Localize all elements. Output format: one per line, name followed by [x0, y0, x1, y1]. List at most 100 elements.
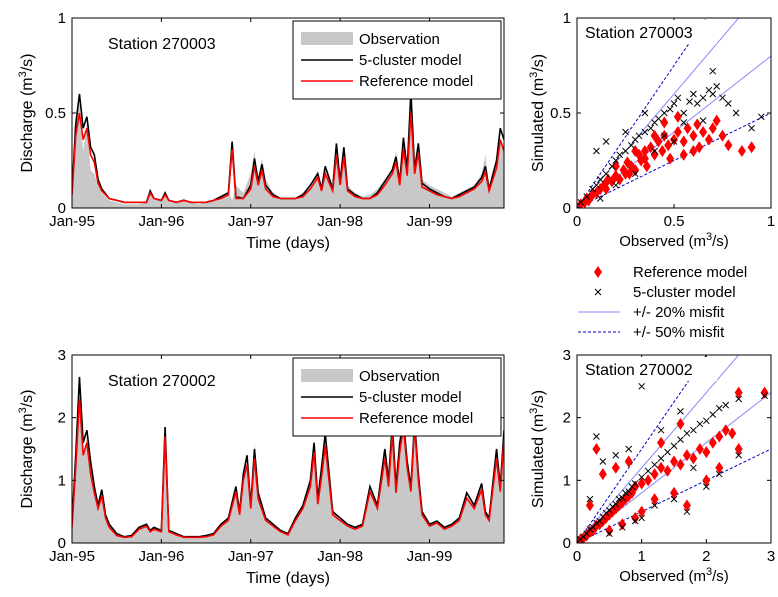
reference-point	[728, 427, 737, 440]
y-tick-label: 2	[58, 410, 66, 427]
cluster-point	[657, 455, 665, 462]
reference-point	[640, 152, 649, 165]
reference-point	[577, 198, 585, 208]
y-tick-label: 3	[563, 347, 571, 364]
plot-area	[577, 18, 771, 208]
cluster-point	[674, 94, 682, 102]
cluster-point	[670, 100, 678, 107]
cluster-point	[748, 124, 755, 132]
y-axis-label: Simulated (m3/s)	[528, 54, 547, 172]
legend: Observation 5-cluster model Reference mode…	[292, 20, 502, 100]
reference-point	[693, 118, 702, 131]
reference-point	[683, 122, 692, 135]
reference-point	[695, 141, 704, 154]
reference-model-line	[72, 112, 504, 204]
cluster-point	[596, 517, 603, 525]
cluster-point	[696, 420, 704, 428]
cluster-point	[589, 523, 597, 531]
cluster-point	[612, 500, 620, 508]
reference-point	[660, 116, 669, 129]
reference-point	[663, 464, 672, 477]
cluster-point	[583, 193, 591, 200]
x-axis-label: Time (days)	[246, 235, 330, 252]
legend-label: 5-cluster model	[359, 52, 462, 69]
station-label-bg	[579, 20, 717, 44]
reference-point	[631, 164, 640, 176]
cluster-point	[631, 170, 639, 178]
cluster-point	[625, 488, 633, 495]
reference-point	[602, 183, 611, 195]
y-axis-label: Simulated (m3/s)	[528, 390, 547, 508]
misfit-line	[577, 355, 740, 543]
cluster-point	[719, 94, 726, 102]
x-tick-label: Jan-96	[138, 213, 184, 230]
cluster-point	[638, 473, 646, 481]
cluster-model-line	[72, 92, 504, 204]
cluster-point	[616, 151, 624, 159]
cluster-point	[641, 109, 649, 117]
reference-point	[637, 477, 646, 490]
cluster-point	[732, 109, 740, 117]
x-tick-label: Jan-97	[228, 548, 274, 565]
reference-point	[666, 152, 675, 165]
x-tick-label: 0.5	[664, 213, 685, 230]
cluster-point	[647, 124, 655, 132]
reference-point	[673, 110, 682, 123]
cluster-point	[761, 392, 768, 400]
legend-label: 5-cluster model	[359, 389, 462, 406]
reference-point	[605, 524, 614, 537]
reference-point	[704, 133, 713, 146]
cluster-model-line	[72, 376, 504, 538]
x-axis-label: Observed (m3/s)	[619, 231, 729, 250]
cluster-point	[670, 442, 678, 450]
y-tick-label: 3	[58, 347, 66, 364]
reference-point	[747, 141, 756, 154]
cluster-point	[602, 170, 610, 178]
misfit-line	[577, 18, 740, 208]
cluster-point	[577, 198, 585, 206]
timeseries-panel-ts1: Jan-95 Jan-96 Jan-97 Jan-98 Jan-99 0 0.5 1 Stati…	[17, 10, 505, 252]
legend-label: Reference model	[359, 73, 473, 90]
cluster-point	[693, 100, 701, 107]
cluster-point	[715, 470, 723, 478]
cluster-point	[713, 83, 721, 90]
reference-point	[676, 458, 685, 471]
cluster-point	[683, 429, 691, 437]
x-tick-label: 0	[573, 213, 581, 230]
reference-point	[646, 141, 655, 154]
x-tick-label: 1	[637, 548, 645, 565]
reference-point	[637, 505, 646, 518]
cluster-point	[638, 382, 646, 390]
x-tick-label: Jan-95	[49, 548, 95, 565]
cluster-point	[609, 503, 616, 511]
legend-label: Observation	[359, 368, 440, 385]
reference-point	[644, 474, 653, 487]
cluster-point	[702, 483, 710, 490]
x-tick-label: Jan-98	[317, 213, 363, 230]
reference-point	[737, 145, 746, 157]
legend-label: 5-cluster model	[633, 284, 736, 301]
cluster-point	[660, 109, 668, 117]
reference-point	[658, 145, 667, 157]
reference-point	[715, 430, 724, 443]
cluster-point	[593, 519, 600, 527]
cluster-point	[599, 458, 607, 465]
y-tick-label: 0	[563, 200, 571, 217]
cluster-point	[677, 436, 684, 443]
cluster-point	[702, 417, 710, 425]
reference-point	[664, 139, 673, 152]
reference-point	[670, 455, 678, 468]
cluster-point	[631, 517, 639, 525]
y-tick-label: 0	[58, 535, 66, 552]
cluster-point	[657, 426, 665, 434]
cluster-point	[627, 141, 635, 149]
cluster-point	[625, 445, 633, 453]
cluster-point	[612, 181, 620, 189]
cluster-point	[618, 494, 626, 502]
cluster-point	[577, 535, 584, 543]
x-tick-label: Jan-98	[317, 548, 363, 565]
reference-point	[676, 417, 685, 430]
reference-point	[689, 145, 698, 157]
y-tick-label: 1	[563, 10, 571, 27]
cluster-point	[602, 138, 610, 145]
